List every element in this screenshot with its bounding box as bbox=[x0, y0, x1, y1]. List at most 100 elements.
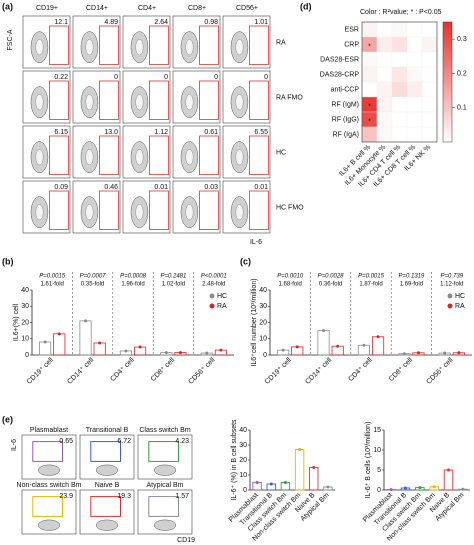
bar-point bbox=[402, 352, 406, 356]
gate-value: 6.15 bbox=[54, 129, 68, 136]
legend-label: HC bbox=[217, 293, 227, 300]
x-tick-label: CD8⁺ cell bbox=[388, 356, 415, 383]
heat-cell bbox=[421, 126, 438, 143]
cell-cluster bbox=[135, 149, 144, 166]
fold-change: 1.61-fold bbox=[41, 282, 64, 288]
cell-cluster bbox=[185, 94, 194, 111]
cell-cluster bbox=[153, 464, 177, 476]
y-tick-label: 20 bbox=[259, 319, 267, 326]
gate bbox=[99, 135, 119, 175]
heat-cell bbox=[391, 111, 408, 128]
row-label: RA FMO bbox=[276, 94, 303, 101]
bar-point bbox=[389, 488, 393, 492]
gate-value: 4.23 bbox=[175, 438, 189, 445]
fold-change: 1.68-fold bbox=[279, 282, 302, 288]
row-label: RF (IgG) bbox=[332, 116, 359, 123]
gate-value: 0 bbox=[214, 74, 218, 81]
bar-point bbox=[418, 486, 422, 490]
x-axis-label: CD19 bbox=[177, 537, 195, 544]
gate bbox=[249, 80, 269, 120]
heat-cell bbox=[391, 81, 408, 98]
gate-value: 4.89 bbox=[104, 19, 118, 26]
p-value: P=0.0008 bbox=[120, 274, 147, 280]
y-axis-label: IL-6⁺ (%) in B cell subsets bbox=[231, 419, 238, 501]
y-axis-label: FSC-A bbox=[7, 29, 14, 50]
gate bbox=[32, 441, 63, 462]
heat-cell bbox=[391, 96, 408, 113]
gate bbox=[49, 190, 69, 230]
cell-cluster bbox=[185, 204, 194, 221]
gate-value: 0.01 bbox=[154, 184, 168, 191]
gate-value: 0 bbox=[164, 74, 168, 81]
y-tick-label: 10 bbox=[259, 336, 267, 343]
legend-marker bbox=[209, 293, 215, 299]
cell-cluster bbox=[235, 39, 244, 56]
y-tick-label: 0 bbox=[243, 487, 247, 494]
significance-marker: * bbox=[368, 43, 371, 50]
gate-value: 0.98 bbox=[204, 19, 218, 26]
legend-label: RA bbox=[455, 303, 465, 310]
cell-cluster bbox=[185, 39, 194, 56]
bar-point bbox=[312, 466, 316, 469]
row-label: RF (IgM) bbox=[331, 101, 359, 108]
plot-title: Transitional B bbox=[86, 427, 129, 434]
gate-value: 0.61 bbox=[204, 129, 218, 136]
bar bbox=[443, 469, 454, 491]
y-tick-label: 30 bbox=[259, 303, 267, 310]
gate-value: 0.22 bbox=[54, 74, 68, 81]
gate-value: 0.65 bbox=[59, 438, 73, 445]
flow-plot bbox=[79, 489, 135, 535]
heat-cell bbox=[376, 81, 393, 98]
heat-cell bbox=[406, 36, 423, 53]
cell-cluster bbox=[85, 149, 94, 166]
heatmap-frame bbox=[361, 21, 438, 143]
heat-cell bbox=[361, 66, 378, 83]
panel-label: (c) bbox=[240, 256, 251, 266]
bar-point bbox=[416, 351, 420, 355]
y-tick-label: 10 bbox=[21, 336, 29, 343]
row-label: CRP bbox=[344, 41, 359, 48]
bar bbox=[79, 320, 92, 356]
gate bbox=[249, 135, 269, 175]
gate bbox=[149, 135, 169, 175]
bar bbox=[53, 333, 66, 356]
column-header: CD14+ bbox=[86, 5, 108, 12]
heat-cell bbox=[421, 111, 438, 128]
p-value: P=0.0007 bbox=[80, 274, 107, 280]
fold-change: 1.96-fold bbox=[121, 282, 144, 288]
gate bbox=[148, 496, 180, 517]
gate-value: 13.0 bbox=[104, 129, 118, 136]
cell-cluster bbox=[37, 519, 61, 531]
heat-cell bbox=[361, 126, 378, 143]
p-value: P=0.0015 bbox=[358, 274, 385, 280]
y-tick-label: 10 bbox=[239, 472, 247, 479]
y-tick-label: 0 bbox=[377, 487, 381, 494]
bar-point bbox=[138, 345, 142, 349]
bar-point bbox=[326, 485, 330, 489]
fold-change: 1.12-fold bbox=[440, 282, 463, 288]
y-tick-label: 20 bbox=[21, 319, 29, 326]
legend-label: RA bbox=[217, 303, 227, 310]
cell-cluster bbox=[135, 204, 144, 221]
gate-value: 1.12 bbox=[154, 129, 168, 136]
panel-label: (a) bbox=[2, 1, 13, 11]
bar-point bbox=[205, 351, 209, 355]
heat-cell bbox=[406, 96, 423, 113]
fold-change: 2.48-fold bbox=[202, 282, 225, 288]
bar-point bbox=[461, 487, 465, 491]
fold-change: 1.69-fold bbox=[400, 282, 423, 288]
cell-cluster bbox=[95, 519, 119, 531]
y-axis-label: IL-6⁺ B cells (10³/million) bbox=[365, 422, 372, 499]
heat-cell bbox=[376, 66, 393, 83]
bar-point bbox=[295, 345, 299, 349]
p-value: P<0.0001 bbox=[201, 274, 227, 280]
bar-point bbox=[57, 332, 61, 336]
panel-label: (e) bbox=[2, 414, 13, 424]
gate bbox=[99, 80, 119, 120]
heat-cell bbox=[376, 96, 393, 113]
gate-value: 2.64 bbox=[154, 19, 168, 26]
heat-cell bbox=[376, 111, 393, 128]
gate bbox=[249, 190, 269, 230]
heat-cell bbox=[406, 21, 423, 38]
p-value: P=0.2481 bbox=[160, 274, 186, 280]
